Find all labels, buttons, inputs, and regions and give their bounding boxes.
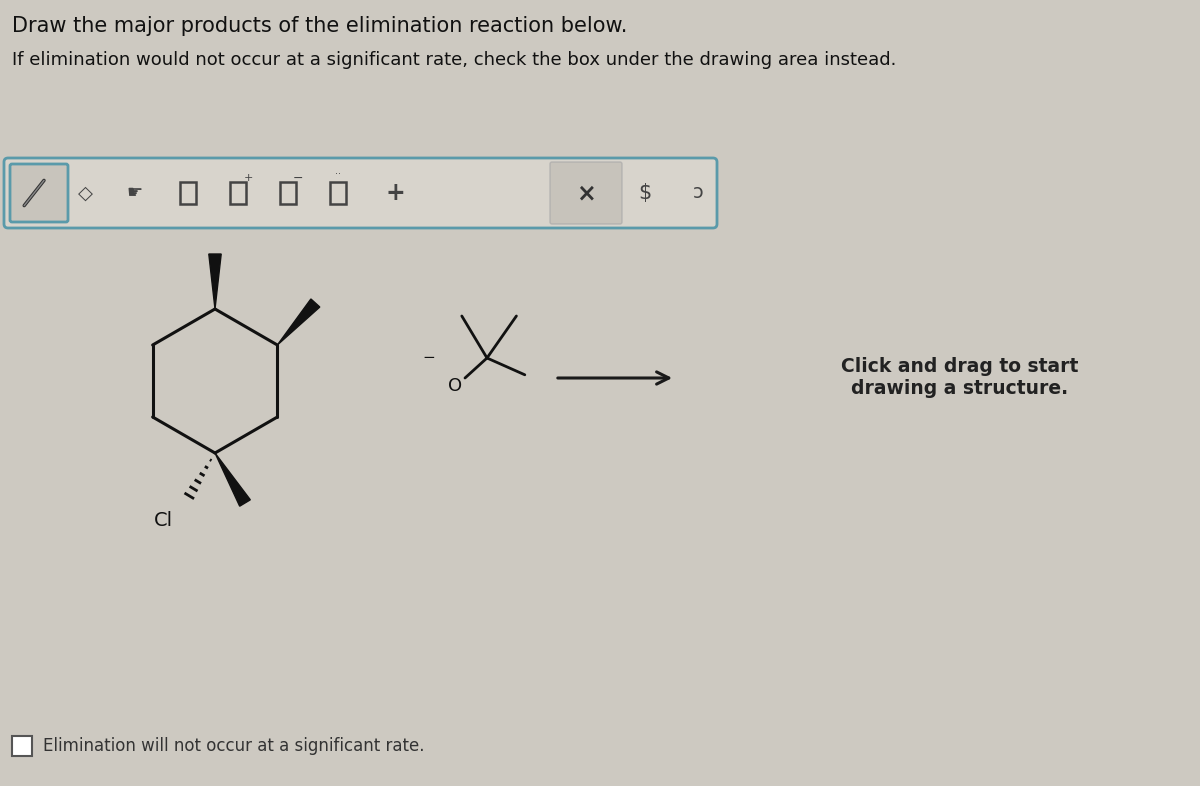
Bar	[280, 182, 296, 204]
Text: If elimination would not occur at a significant rate, check the box under the dr: If elimination would not occur at a sign…	[12, 51, 896, 69]
Text: ··: ··	[335, 169, 341, 179]
Text: ◇: ◇	[78, 183, 92, 203]
Text: −: −	[293, 171, 304, 185]
Bar	[180, 182, 196, 204]
Polygon shape	[209, 254, 221, 309]
FancyBboxPatch shape	[10, 164, 68, 222]
Text: +: +	[244, 173, 253, 183]
Polygon shape	[277, 299, 320, 345]
FancyBboxPatch shape	[4, 158, 718, 228]
Text: Elimination will not occur at a significant rate.: Elimination will not occur at a signific…	[43, 737, 425, 755]
Bar	[330, 182, 346, 204]
Text: ↄ: ↄ	[692, 183, 703, 203]
Text: +: +	[385, 181, 404, 205]
Text: O: O	[448, 377, 462, 395]
Text: Cl: Cl	[154, 512, 173, 531]
Text: ☛: ☛	[127, 184, 143, 202]
Text: −: −	[422, 351, 436, 365]
Text: Draw the major products of the elimination reaction below.: Draw the major products of the eliminati…	[12, 16, 628, 36]
Polygon shape	[215, 453, 251, 506]
Text: $: $	[638, 183, 652, 203]
FancyBboxPatch shape	[550, 162, 622, 224]
Text: Click and drag to start
drawing a structure.: Click and drag to start drawing a struct…	[841, 358, 1079, 399]
Bar	[230, 182, 246, 204]
Bar	[12, 736, 32, 756]
Text: ×: ×	[576, 181, 596, 205]
